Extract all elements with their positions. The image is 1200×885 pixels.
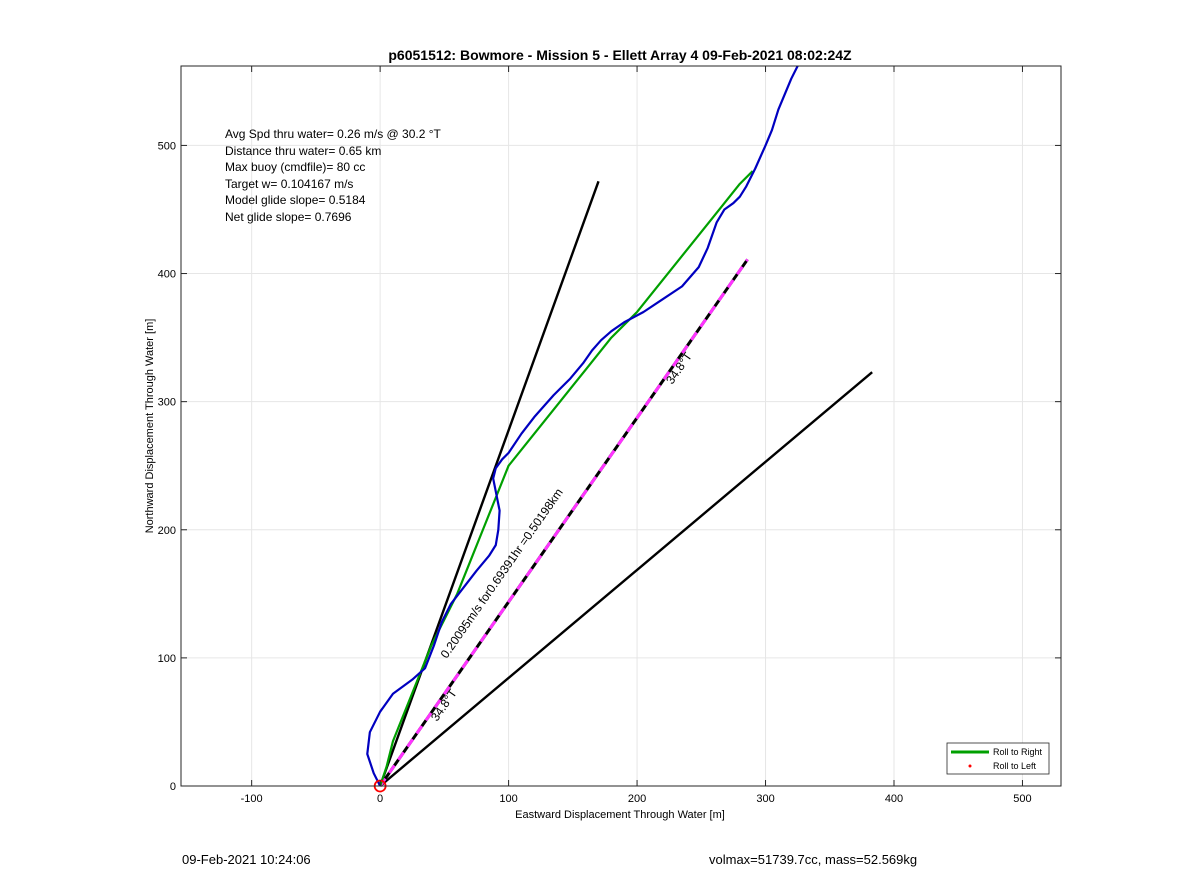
- x-tick-label: -100: [241, 793, 263, 805]
- y-tick-label: 200: [158, 525, 176, 537]
- legend-swatch-roll-left: [968, 764, 972, 768]
- x-tick-label: 400: [885, 793, 903, 805]
- legend-box: [946, 742, 1050, 775]
- y-tick-label: 0: [170, 781, 176, 793]
- x-tick-label: 200: [628, 793, 646, 805]
- stats-box: Avg Spd thru water= 0.26 m/s @ 30.2 °T D…: [225, 127, 442, 224]
- grid: [181, 66, 1061, 787]
- y-tick-label: 400: [158, 269, 176, 281]
- stats-line: Avg Spd thru water= 0.26 m/s @ 30.2 °T: [225, 127, 442, 141]
- legend: Roll to Right Roll to Left: [946, 742, 1050, 775]
- series-roll-to-right: [379, 170, 754, 787]
- plot-area-frame: [180, 65, 1062, 787]
- stats-line: Model glide slope= 0.5184: [225, 193, 366, 207]
- stats-line: Max buoy (cmdfile)= 80 cc: [225, 160, 365, 174]
- plot-area-background: [181, 66, 1061, 786]
- x-tick-label: 100: [499, 793, 517, 805]
- y-tick-label: 100: [158, 653, 176, 665]
- x-tick-label: 500: [1013, 793, 1031, 805]
- footer-timestamp: 09-Feb-2021 10:24:06: [182, 852, 311, 867]
- chart-title: p6051512: Bowmore - Mission 5 - Ellett A…: [388, 47, 852, 63]
- ticks: -100 0 100 200 300 400 500 0 100 200 300 400 500: [158, 66, 1061, 805]
- x-tick-label: 300: [756, 793, 774, 805]
- footer-volmax-mass: volmax=51739.7cc, mass=52.569kg: [709, 852, 918, 867]
- series-heading-line-dash: [378, 258, 749, 787]
- series-track: [366, 65, 799, 787]
- stats-line: Target w= 0.104167 m/s: [225, 177, 353, 191]
- y-tick-label: 300: [158, 397, 176, 409]
- y-axis-label: Northward Displacement Through Water [m]: [144, 319, 156, 534]
- series-layer: [366, 65, 873, 793]
- y-tick-label: 500: [158, 140, 176, 152]
- x-tick-label: 0: [377, 793, 383, 805]
- stats-line: Distance thru water= 0.65 km: [225, 144, 381, 158]
- x-axis-label: Eastward Displacement Through Water [m]: [515, 809, 725, 821]
- series-cone-right: [379, 371, 873, 787]
- stats-line: Net glide slope= 0.7696: [225, 210, 352, 224]
- legend-label-roll-right: Roll to Right: [993, 747, 1043, 757]
- legend-label-roll-left: Roll to Left: [993, 761, 1037, 771]
